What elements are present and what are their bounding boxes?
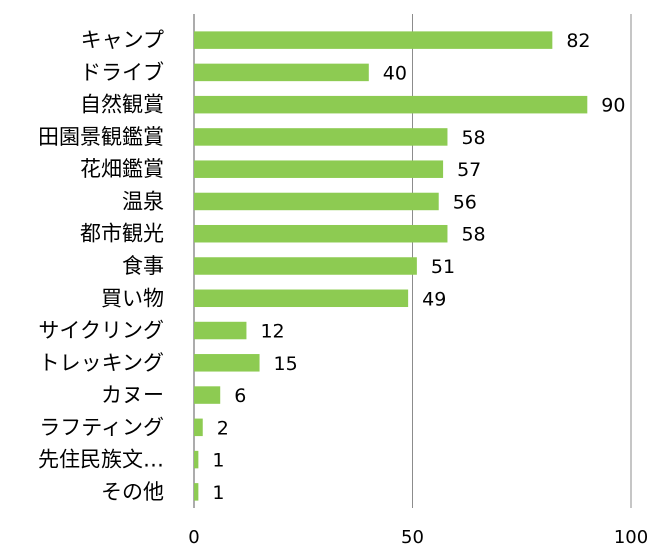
value-label: 6 — [234, 385, 246, 407]
bar — [194, 128, 448, 146]
bar — [194, 95, 588, 114]
x-tick-label: 0 — [188, 527, 199, 548]
category-label: 田園景観鑑賞 — [38, 125, 164, 149]
category-label: 買い物 — [101, 286, 164, 310]
category-label: 食事 — [122, 254, 164, 278]
category-label: 花畑鑑賞 — [80, 157, 164, 181]
bar — [194, 386, 221, 404]
bar — [194, 63, 369, 82]
bar — [194, 321, 247, 340]
category-label: 自然観賞 — [80, 93, 164, 117]
value-labels: 82 40 90 58 57 56 58 51 49 12 15 62 1 1 — [212, 30, 625, 504]
value-label: 1 — [212, 482, 224, 504]
value-label: 12 — [260, 321, 284, 343]
category-labels: キャンプドライブ自然観賞田園景観鑑賞花畑鑑賞温泉都市観光食事買い物サイクリングト… — [38, 28, 164, 504]
category-label: 都市観光 — [80, 222, 164, 246]
category-label: トレッキング — [39, 351, 164, 375]
category-label: カヌー — [101, 383, 164, 407]
value-label: 15 — [274, 353, 298, 375]
bar — [194, 354, 260, 372]
category-label: キャンプ — [81, 28, 164, 52]
category-label: 先住民族文… — [38, 448, 164, 472]
bar — [194, 224, 448, 243]
value-label: 56 — [453, 191, 477, 213]
bar — [194, 257, 417, 275]
bar-layer — [194, 31, 588, 501]
value-label: 58 — [461, 224, 485, 246]
category-label: 温泉 — [122, 189, 164, 213]
value-label: 57 — [457, 159, 481, 181]
value-label: 58 — [461, 127, 485, 149]
value-label: 2 — [217, 417, 229, 439]
value-label: 82 — [566, 30, 590, 52]
category-label: その他 — [101, 480, 164, 504]
bar — [194, 289, 409, 308]
value-label: 49 — [422, 288, 446, 310]
category-label: ラフティング — [39, 415, 164, 439]
bar — [194, 450, 199, 469]
bar — [194, 160, 444, 178]
x-tick-label: 100 — [614, 527, 648, 548]
category-label: サイクリング — [38, 319, 164, 343]
bar — [194, 483, 199, 501]
category-label: ドライブ — [80, 60, 164, 84]
bar — [194, 192, 439, 211]
x-tick-labels: 0 50 100 — [188, 527, 648, 548]
value-label: 40 — [383, 62, 407, 84]
x-tick-label: 50 — [401, 527, 424, 548]
value-label: 90 — [601, 95, 625, 117]
value-label: 51 — [431, 256, 455, 278]
bar — [194, 31, 553, 49]
value-label: 1 — [212, 450, 224, 472]
bar — [194, 418, 203, 437]
